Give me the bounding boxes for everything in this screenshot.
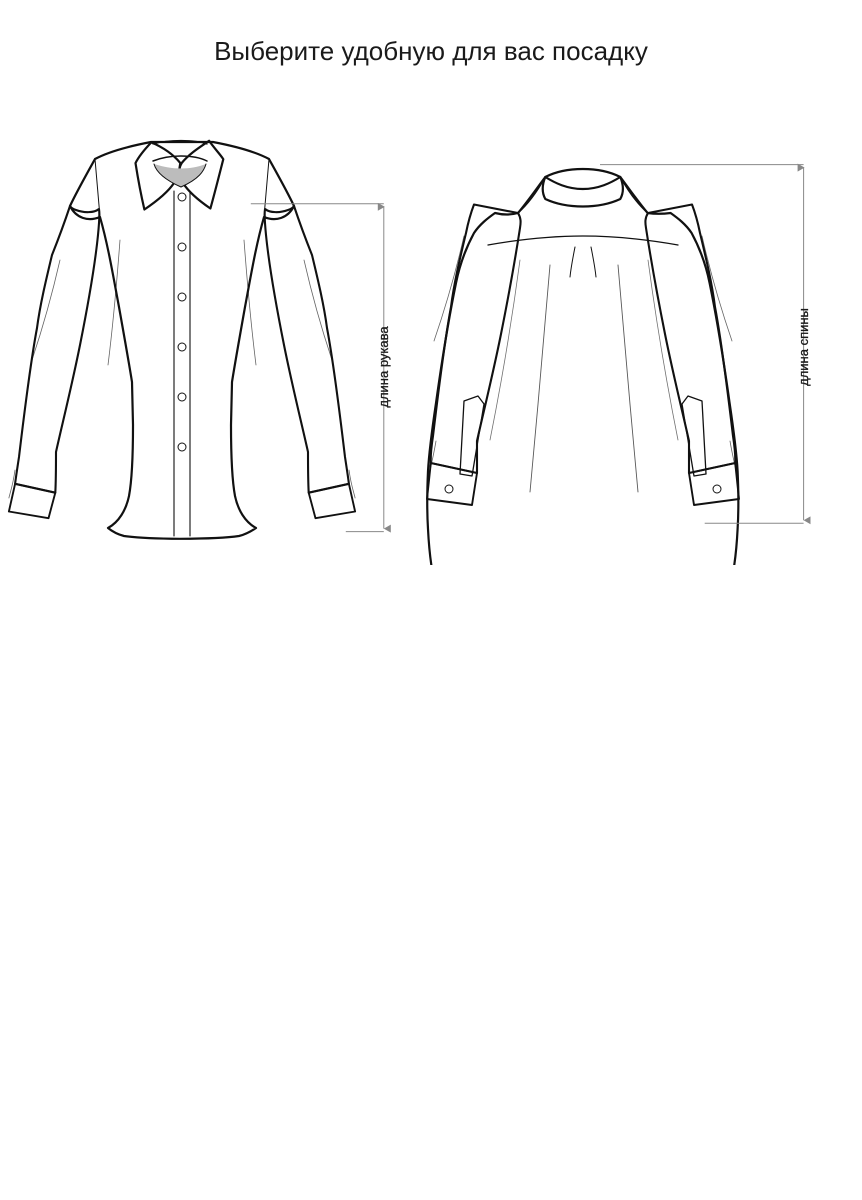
svg-text:длина спины: длина спины <box>796 308 811 386</box>
svg-text:длина рукава: длина рукава <box>376 326 391 408</box>
